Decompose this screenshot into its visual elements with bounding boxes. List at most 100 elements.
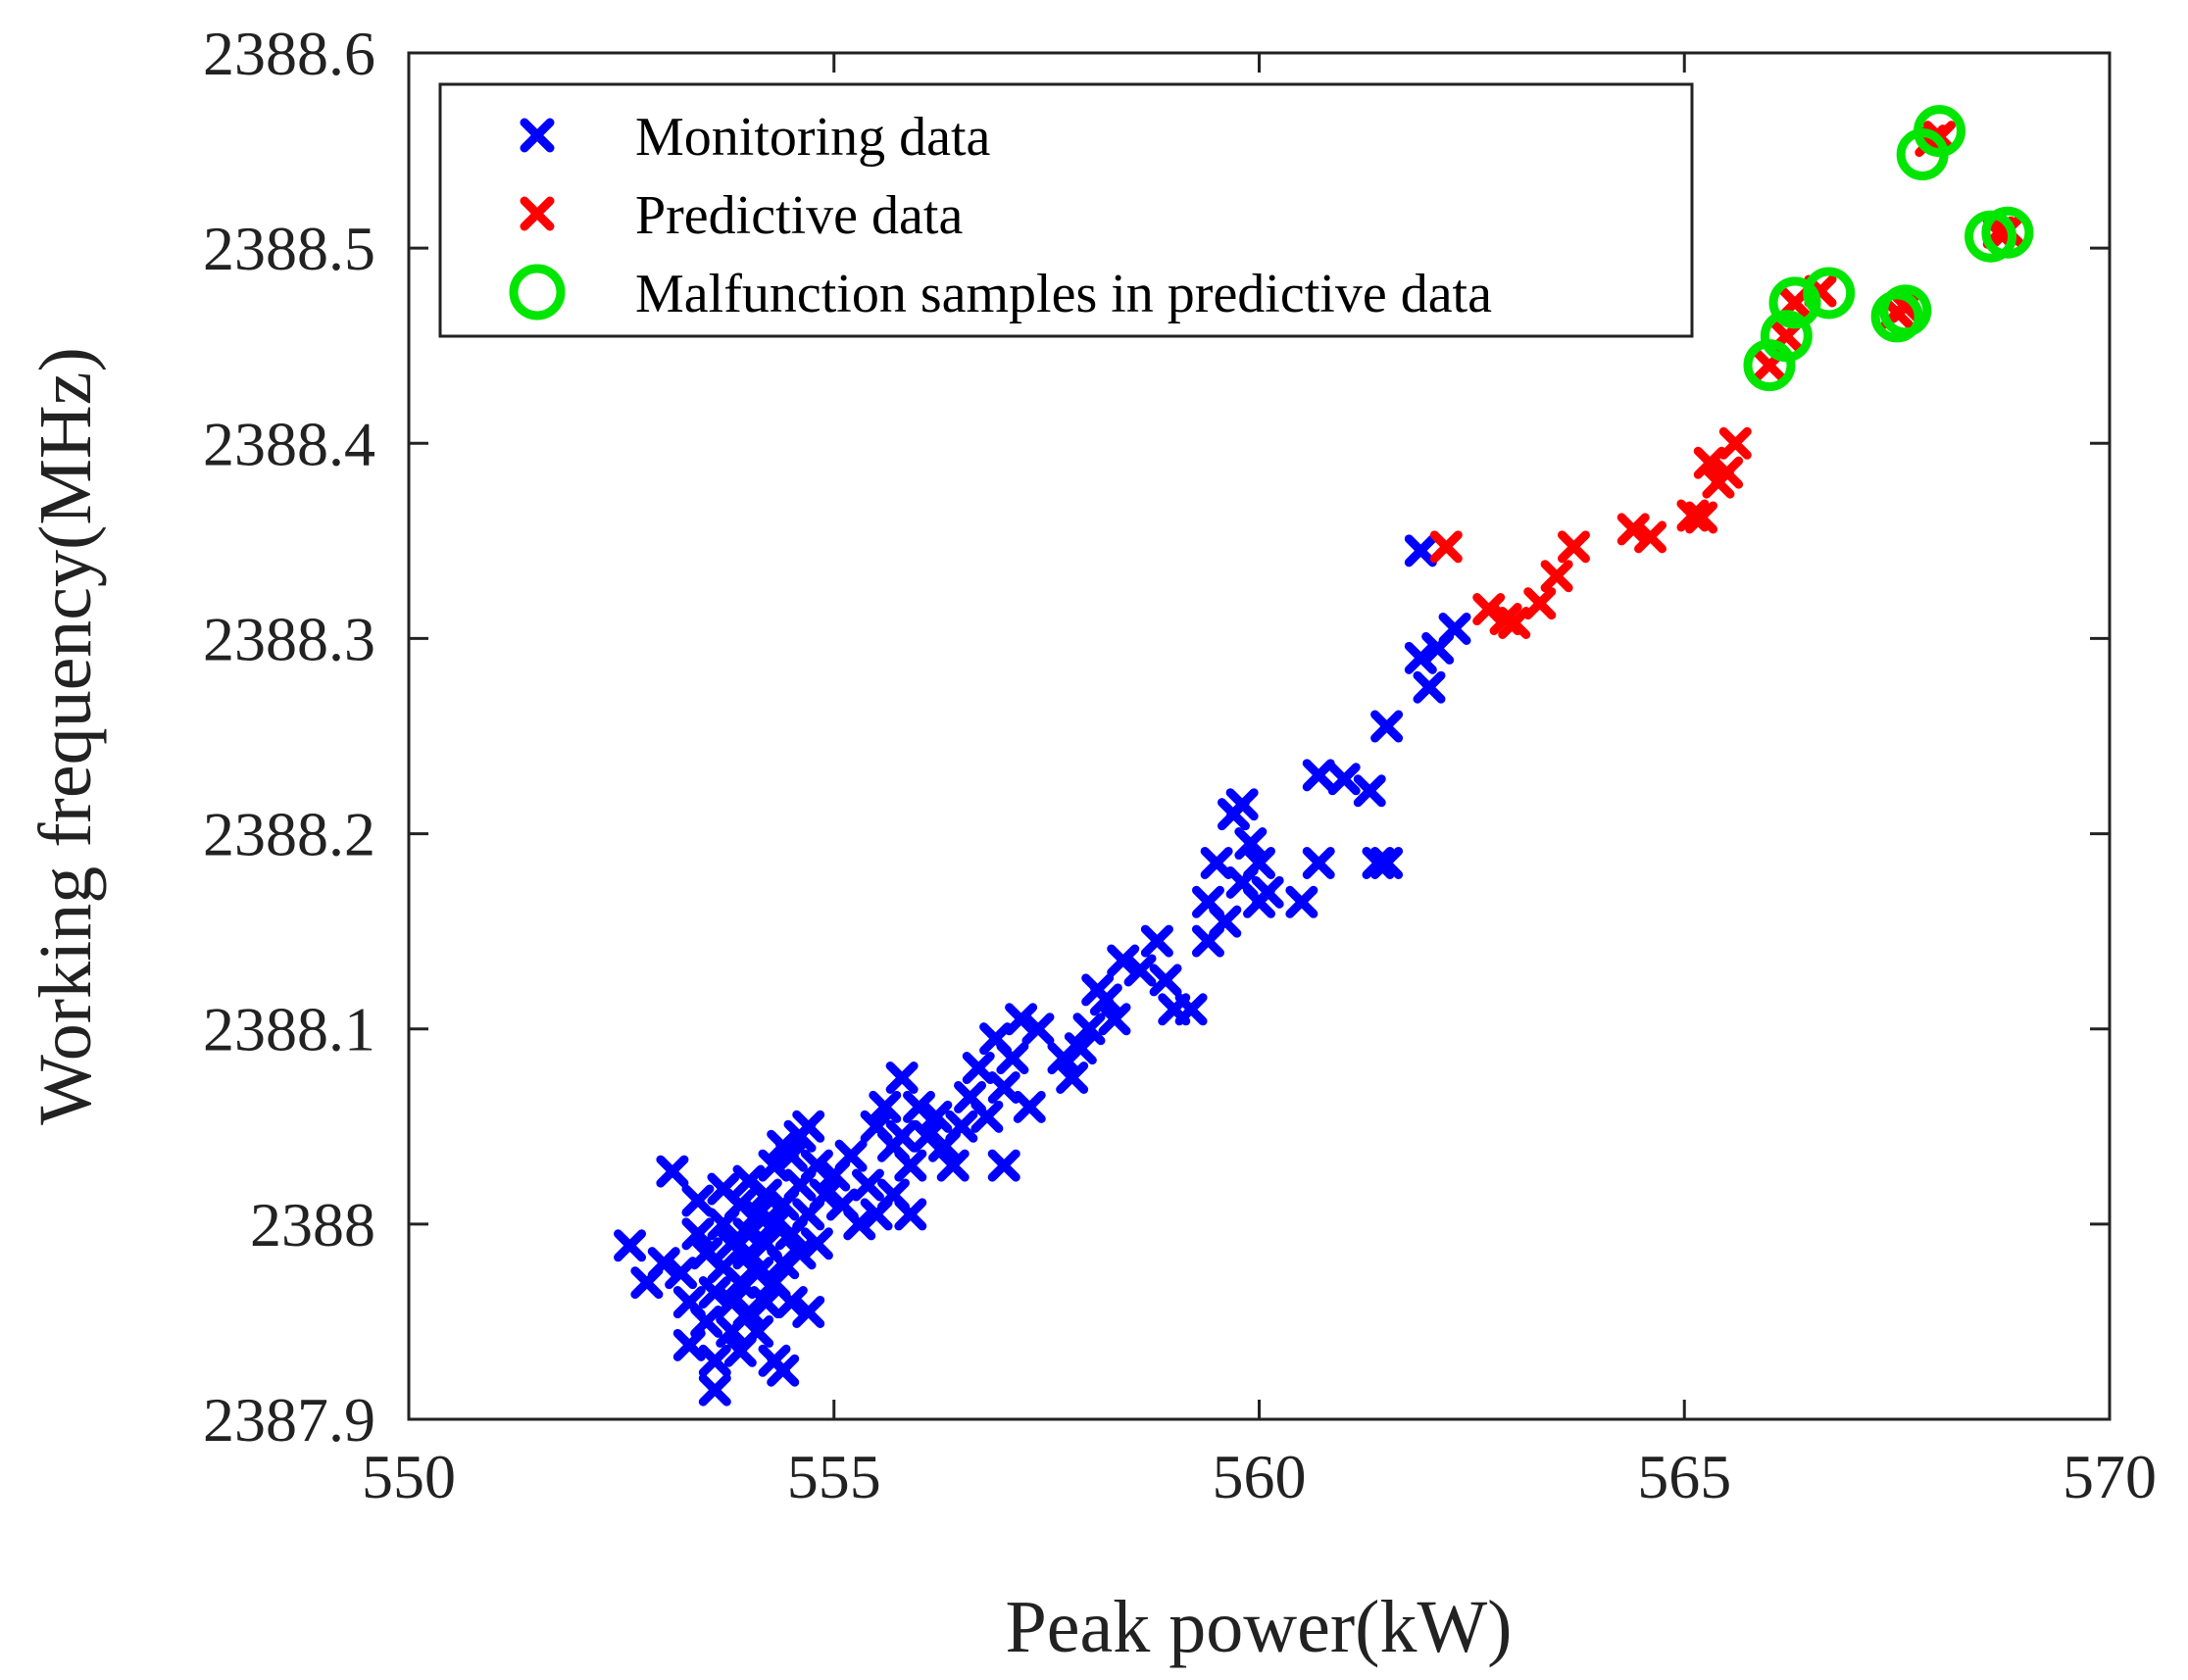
monitoring-point: [767, 1354, 800, 1387]
predictive-point: [1472, 593, 1506, 626]
y-tick-label: 2388.1: [203, 995, 375, 1064]
monitoring-point: [987, 1070, 1020, 1104]
monitoring-point: [1047, 1042, 1080, 1075]
monitoring-point: [1362, 846, 1395, 879]
y-tick-label: 2388.5: [203, 214, 375, 283]
malfunction-circle: [1803, 267, 1856, 320]
legend-label-malfunction: Malfunction samples in predictive data: [635, 264, 1492, 324]
monitoring-point: [1438, 612, 1471, 645]
x-tick-label: 555: [787, 1442, 881, 1511]
x-tick-label: 570: [2063, 1442, 2157, 1511]
predictive-point: [1718, 426, 1752, 460]
predictive-point: [1540, 560, 1573, 593]
monitoring-point: [1200, 846, 1233, 879]
monitoring-point: [834, 1139, 868, 1172]
predictive-point: [1634, 520, 1667, 554]
predictive-point: [1616, 513, 1650, 546]
tick-labels: 550 555 560 565 570 2387.9 2388 2388.1 2388.2 238…: [203, 19, 2157, 1511]
monitoring-point: [1140, 924, 1173, 958]
monitoring-point: [1234, 827, 1268, 861]
monitoring-point: [741, 1198, 774, 1231]
monitoring-point: [996, 1042, 1029, 1075]
monitoring-point: [1413, 670, 1446, 704]
legend-box: [438, 82, 1694, 338]
predictive-point: [1523, 587, 1557, 620]
monitoring-point: [698, 1276, 731, 1309]
monitoring-point: [1251, 875, 1284, 909]
monitoring-point: [962, 1052, 995, 1085]
monitoring-point: [1107, 944, 1140, 977]
monitoring-point: [885, 1062, 919, 1094]
monitoring-point: [1123, 954, 1157, 987]
monitoring-point: [800, 1149, 833, 1182]
monitoring-point: [885, 1119, 919, 1153]
malfunction-circle: [1768, 276, 1821, 329]
x-axis-label: Peak power(kW): [1005, 1586, 1512, 1668]
monitoring-point: [656, 1155, 689, 1188]
malfunction-circle: [1914, 105, 1965, 158]
monitoring-point: [647, 1247, 680, 1280]
monitoring-point: [732, 1237, 766, 1270]
monitoring-point: [1404, 534, 1437, 568]
monitoring-point: [723, 1188, 757, 1221]
x-tick-label: 560: [1213, 1442, 1307, 1511]
legend: Monitoring data Predictive data Malfunct…: [438, 82, 1694, 338]
monitoring-point: [741, 1314, 774, 1348]
monitoring-point: [851, 1168, 884, 1202]
monitoring-point: [767, 1247, 800, 1280]
y-tick-label: 2388.6: [203, 19, 375, 88]
monitoring-point: [1285, 885, 1318, 918]
legend-marker-predictive: [520, 196, 555, 231]
monitoring-point: [672, 1328, 706, 1361]
monitoring-point: [1370, 710, 1404, 743]
monitoring-point: [936, 1149, 970, 1182]
monitoring-point: [1098, 1003, 1131, 1036]
predictive-point: [1711, 456, 1744, 489]
monitoring-point: [758, 1149, 791, 1182]
monitoring-point: [1005, 1003, 1038, 1036]
predictive-point: [1498, 606, 1531, 639]
monitoring-point: [665, 1257, 698, 1290]
monitoring-point: [945, 1110, 978, 1143]
plot-area-frame: [407, 51, 2112, 1421]
x-tick-label: 550: [362, 1442, 456, 1511]
monitoring-point: [681, 1217, 715, 1251]
monitoring-point: [749, 1286, 782, 1319]
monitoring-point: [741, 1257, 774, 1290]
monitoring-point: [1302, 759, 1335, 792]
monitoring-point: [1089, 983, 1122, 1016]
monitoring-point: [894, 1149, 927, 1182]
monitoring-point: [809, 1178, 842, 1211]
monitoring-point: [732, 1295, 766, 1328]
monitoring-point: [987, 1149, 1020, 1182]
data-marks: [614, 105, 2034, 1407]
monitoring-point: [970, 1100, 1004, 1133]
monitoring-point: [1370, 846, 1404, 879]
malfunction-circle: [1981, 206, 2034, 259]
monitoring-point: [1149, 964, 1182, 997]
monitoring-point: [1209, 905, 1242, 938]
y-tick-label: 2388.2: [203, 800, 375, 869]
monitoring-point: [774, 1139, 808, 1172]
monitoring-point: [1013, 1090, 1046, 1123]
y-tick-label: 2388: [250, 1190, 375, 1260]
predictive-point: [1557, 530, 1590, 564]
legend-marker-monitoring: [520, 118, 555, 153]
malfunction-circle: [1760, 310, 1813, 363]
monitoring-point: [716, 1227, 749, 1260]
monitoring-point: [792, 1110, 825, 1143]
monitoring-point: [1064, 1032, 1097, 1065]
malfunction-circle: [1879, 284, 1932, 337]
monitoring-point: [1404, 641, 1437, 674]
monitoring-point: [1056, 1062, 1089, 1094]
predictive-point: [1693, 446, 1726, 479]
monitoring-point: [1327, 763, 1361, 796]
monitoring-point: [911, 1119, 944, 1153]
monitoring-point: [869, 1090, 902, 1123]
monitoring-point: [614, 1229, 647, 1262]
monitoring-point: [698, 1373, 731, 1407]
monitoring-point: [749, 1178, 782, 1211]
monitoring-point: [774, 1286, 808, 1319]
monitoring-point: [690, 1305, 723, 1338]
